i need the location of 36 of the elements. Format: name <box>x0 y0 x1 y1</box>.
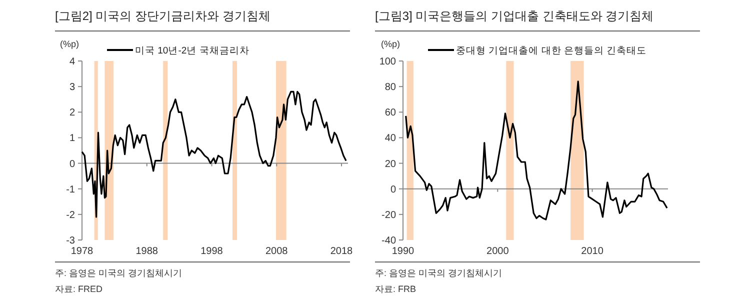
text: 자료: FRB <box>375 284 416 294</box>
x-tick-label: 2018 <box>330 246 354 257</box>
y-tick-label: -20 <box>382 210 396 221</box>
x-tick-label: 2008 <box>266 246 288 257</box>
y-tick-label: 0 <box>390 184 396 196</box>
y-tick-label: 80 <box>384 82 396 94</box>
y-axis-title: (%p) <box>381 39 400 49</box>
legend-label: 미국 10년-2년 국채금리차 <box>135 46 250 56</box>
y-tick-label: 4 <box>69 56 76 68</box>
y-tick-label: 20 <box>384 158 396 170</box>
text: 주: 음영은 미국의 경기침체시기 <box>375 268 502 278</box>
y-tick-label: 3 <box>69 82 76 94</box>
text: 주: 음영은 미국의 경기침체시기 <box>55 268 182 278</box>
x-tick-label: 2000 <box>486 246 510 257</box>
x-tick-label: 2010 <box>581 246 604 257</box>
line-series <box>405 80 668 220</box>
chart-title: [그림3] 미국은행들의 기업대출 긴축태도와 경기침체 <box>375 9 654 23</box>
x-tick-label: 1978 <box>70 246 94 257</box>
y-tick-label: 60 <box>384 108 396 119</box>
x-tick-label: 1990 <box>392 246 415 257</box>
chart-title: [그림2] 미국의 장단기금리차와 경기침체 <box>55 9 270 23</box>
x-tick-label: 1988 <box>136 246 158 257</box>
y-tick-label: 100 <box>379 56 396 68</box>
y-tick-label: 1 <box>69 133 76 144</box>
y-axis-title: (%p) <box>60 39 80 49</box>
y-tick-label: -40 <box>382 236 396 246</box>
y-tick-label: -2 <box>66 210 76 221</box>
y-tick-label: -3 <box>66 236 76 246</box>
y-tick-label: 2 <box>69 108 76 119</box>
y-tick-label: 40 <box>384 133 396 144</box>
line-series <box>81 90 347 218</box>
y-tick-label: 0 <box>69 158 76 170</box>
legend-label: 중대형 기업대출에 대한 은행들의 긴축태도 <box>456 46 647 56</box>
y-tick-label: -1 <box>66 184 76 196</box>
x-tick-label: 1998 <box>200 246 224 257</box>
text: 자료: FRED <box>55 284 103 294</box>
